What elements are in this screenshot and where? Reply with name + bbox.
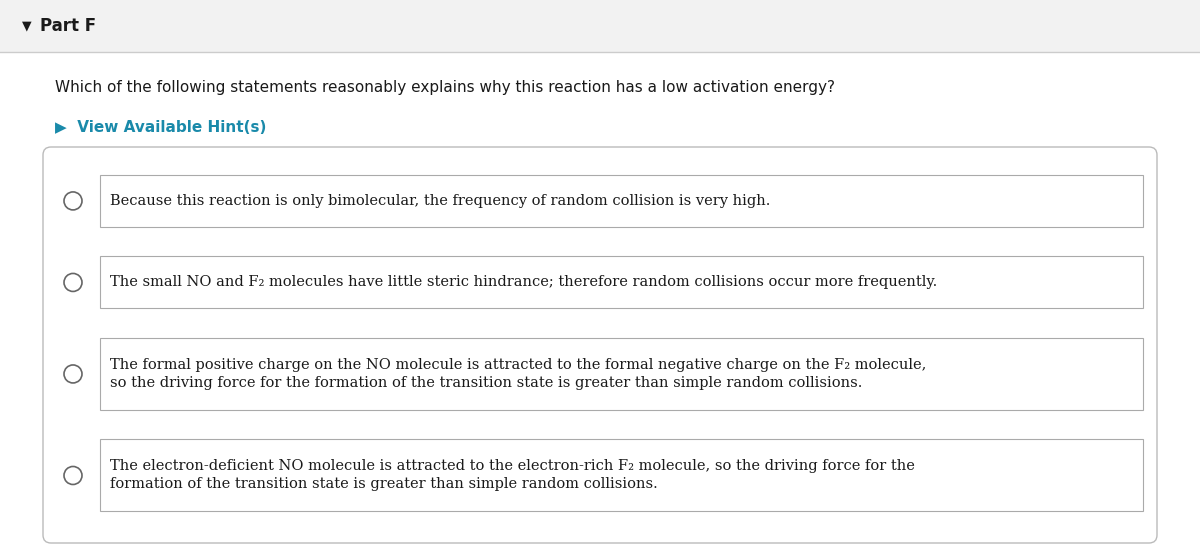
Text: ▼: ▼ (22, 20, 31, 32)
Text: ▶  View Available Hint(s): ▶ View Available Hint(s) (55, 120, 266, 135)
Text: The small NO and F₂ molecules have little steric hindrance; therefore random col: The small NO and F₂ molecules have littl… (110, 276, 937, 290)
Text: formation of the transition state is greater than simple random collisions.: formation of the transition state is gre… (110, 477, 658, 491)
Text: Because this reaction is only bimolecular, the frequency of random collision is : Because this reaction is only bimolecula… (110, 194, 770, 208)
Bar (100, 439, 1142, 511)
Text: The electron-deficient NO molecule is attracted to the electron-rich F₂ molecule: The electron-deficient NO molecule is at… (110, 459, 914, 473)
Bar (100, 175, 1142, 227)
FancyBboxPatch shape (43, 147, 1157, 543)
Text: Which of the following statements reasonably explains why this reaction has a lo: Which of the following statements reason… (55, 80, 835, 95)
Text: so the driving force for the formation of the transition state is greater than s: so the driving force for the formation o… (110, 376, 863, 390)
Bar (100, 338, 1142, 410)
Text: Part F: Part F (40, 17, 96, 35)
Text: The formal positive charge on the NO molecule is attracted to the formal negativ: The formal positive charge on the NO mol… (110, 358, 926, 372)
Bar (100, 257, 1142, 309)
Bar (0, 0, 1200, 52)
